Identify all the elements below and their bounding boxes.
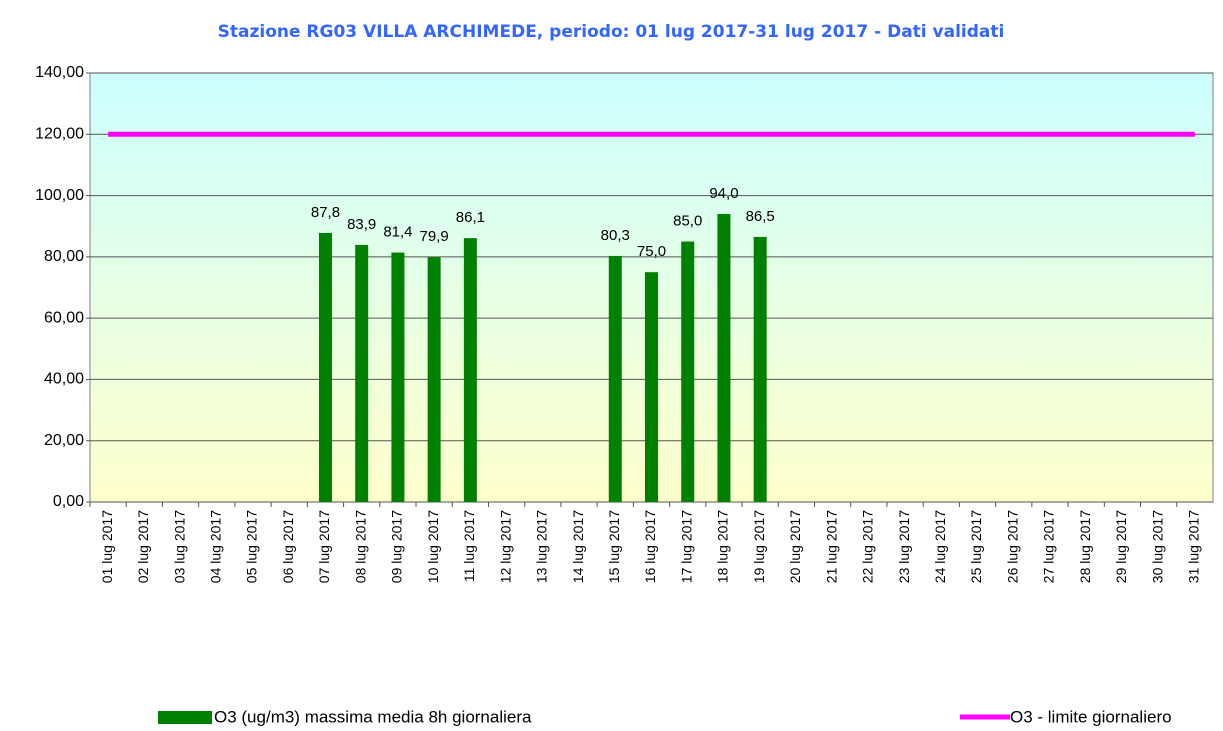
bar: [645, 272, 658, 502]
x-tick-label: 20 lug 2017: [787, 510, 803, 583]
legend-swatch: [158, 711, 212, 724]
data-label: 79,9: [420, 228, 449, 245]
x-tick-label: 16 lug 2017: [642, 510, 658, 583]
data-label: 86,5: [746, 208, 775, 225]
bar: [391, 252, 405, 502]
x-tick-label: 02 lug 2017: [135, 510, 151, 583]
x-tick-label: 11 lug 2017: [461, 510, 477, 582]
x-tick-label: 31 lug 2017: [1186, 510, 1202, 583]
y-tick-label: 120,00: [35, 126, 84, 143]
legend-label: O3 (ug/m3) massima media 8h giornaliera: [214, 707, 532, 726]
x-tick-label: 05 lug 2017: [244, 510, 260, 583]
x-tick-label: 23 lug 2017: [896, 510, 912, 583]
x-tick-label: 09 lug 2017: [389, 510, 405, 583]
legend-label: O3 - limite giornaliero: [1010, 707, 1172, 726]
x-tick-label: 28 lug 2017: [1077, 510, 1093, 583]
chart-title: Stazione RG03 VILLA ARCHIMEDE, periodo: …: [218, 22, 1005, 42]
x-tick-label: 06 lug 2017: [280, 510, 296, 583]
data-label: 87,8: [311, 204, 340, 221]
bar: [681, 241, 695, 503]
x-tick-label: 18 lug 2017: [715, 510, 731, 583]
x-tick-label: 19 lug 2017: [751, 510, 767, 583]
data-label: 83,9: [347, 216, 376, 233]
x-tick-label: 29 lug 2017: [1113, 510, 1129, 583]
x-tick-label: 26 lug 2017: [1004, 510, 1020, 583]
x-tick-label: 22 lug 2017: [860, 510, 876, 583]
data-label: 85,0: [673, 213, 702, 230]
x-tick-label: 01 lug 2017: [99, 510, 115, 583]
y-tick-label: 140,00: [35, 64, 84, 81]
y-tick-label: 80,00: [44, 248, 84, 265]
x-tick-label: 07 lug 2017: [316, 510, 332, 583]
bar: [608, 255, 622, 502]
y-tick-label: 20,00: [44, 432, 84, 449]
x-tick-label: 30 lug 2017: [1149, 510, 1165, 583]
x-tick-label: 27 lug 2017: [1041, 510, 1057, 583]
y-tick-label: 40,00: [44, 371, 84, 388]
x-tick-label: 14 lug 2017: [570, 510, 586, 583]
x-tick-label: 10 lug 2017: [425, 510, 441, 583]
x-tick-label: 13 lug 2017: [534, 510, 550, 583]
bar: [463, 238, 477, 503]
x-tick-label: 21 lug 2017: [823, 510, 839, 583]
data-label: 80,3: [601, 227, 630, 244]
data-label: 75,0: [637, 243, 666, 260]
x-tick-label: 08 lug 2017: [352, 510, 368, 583]
bar: [753, 236, 767, 503]
data-label: 81,4: [383, 224, 412, 241]
data-label: 94,0: [709, 185, 738, 202]
x-tick-label: 25 lug 2017: [968, 510, 984, 583]
bar: [355, 244, 369, 502]
bar: [427, 257, 441, 502]
bar: [318, 232, 332, 502]
y-tick-label: 60,00: [44, 309, 84, 326]
x-tick-label: 04 lug 2017: [207, 510, 223, 583]
x-tick-label: 03 lug 2017: [171, 510, 187, 583]
x-tick-label: 12 lug 2017: [497, 510, 513, 583]
x-tick-label: 17 lug 2017: [678, 510, 694, 583]
data-label: 86,1: [456, 209, 485, 226]
y-tick-label: 0,00: [53, 493, 84, 510]
x-tick-label: 24 lug 2017: [932, 510, 948, 583]
y-tick-label: 100,00: [35, 187, 84, 204]
x-tick-label: 15 lug 2017: [606, 510, 622, 583]
bar: [717, 213, 731, 502]
